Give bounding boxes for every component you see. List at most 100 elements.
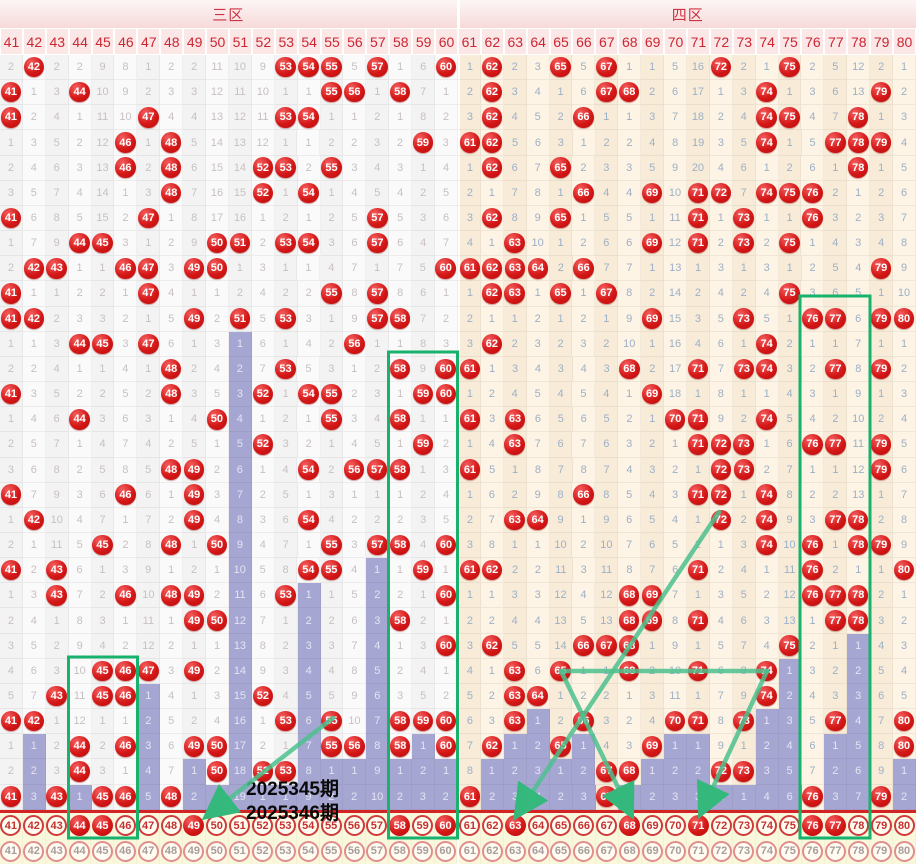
miss-cell: 9 xyxy=(664,155,687,181)
miss-cell: 3 xyxy=(847,231,871,257)
miss-cell: 5 xyxy=(0,683,23,710)
footer-cell: 44 xyxy=(69,813,92,839)
drawn-ball-cell: 41 xyxy=(0,709,23,735)
drawn-ball-cell: 77 xyxy=(824,583,848,609)
drawn-ball: 69 xyxy=(641,182,663,204)
miss-cell: 2 xyxy=(68,457,92,483)
miss-cell: 4 xyxy=(183,407,206,433)
miss-cell: 1 xyxy=(435,281,458,307)
miss-cell: 2 xyxy=(0,256,23,282)
miss-cell: 3 xyxy=(595,155,619,181)
miss-cell: 9 xyxy=(183,231,207,257)
current-streak-cell: 3 xyxy=(22,784,46,810)
miss-cell: 3 xyxy=(503,583,527,609)
drawn-ball: 79 xyxy=(870,434,892,455)
miss-cell: 4 xyxy=(183,105,207,131)
footer-ball: 64 xyxy=(527,815,549,837)
miss-cell: 1 xyxy=(457,281,481,307)
miss-cell: 2 xyxy=(595,331,619,357)
footer-cell: 60 xyxy=(434,813,458,839)
drawn-ball: 61 xyxy=(459,409,481,430)
miss-cell: 7 xyxy=(251,608,275,634)
miss-cell: 7 xyxy=(22,683,46,710)
miss-cell: 12 xyxy=(206,80,229,106)
drawn-ball: 42 xyxy=(23,56,45,78)
miss-cell: 6 xyxy=(251,331,275,357)
drawn-ball: 74 xyxy=(756,333,777,355)
drawn-ball-cell: 61 xyxy=(457,407,482,433)
drawn-ball: 53 xyxy=(275,107,296,128)
footer-ball: 42 xyxy=(23,815,45,837)
current-streak-cell: 1 xyxy=(412,734,436,760)
miss-cell: 1 xyxy=(160,407,184,433)
miss-cell: 10 xyxy=(664,658,687,684)
miss-cell: 2 xyxy=(320,130,344,156)
miss-cell: 2 xyxy=(206,658,229,684)
miss-cell: 5 xyxy=(45,130,69,156)
miss-cell: 2 xyxy=(893,608,916,634)
column-header-72: 72 xyxy=(710,29,732,54)
miss-cell: 1 xyxy=(412,583,436,609)
miss-cell: 6 xyxy=(389,231,413,257)
miss-cell: 2 xyxy=(274,281,298,307)
drawn-ball: 65 xyxy=(550,157,571,178)
miss-cell: 2 xyxy=(160,432,184,458)
miss-cell: 2 xyxy=(435,105,458,131)
miss-cell: 5 xyxy=(801,709,825,735)
drawn-ball: 74 xyxy=(756,685,777,707)
miss-cell: 1 xyxy=(434,558,458,584)
drawn-ball-cell: 71 xyxy=(686,709,710,735)
drawn-ball: 42 xyxy=(23,258,45,279)
miss-cell: 1 xyxy=(320,583,344,609)
drawn-ball-cell: 79 xyxy=(870,306,894,332)
drawn-ball-cell: 64 xyxy=(526,683,550,710)
drawn-ball-cell: 71 xyxy=(686,658,710,684)
drawn-ball-cell: 54 xyxy=(297,558,321,584)
drawn-ball-cell: 59 xyxy=(411,130,435,156)
miss-cell: 6 xyxy=(824,80,848,106)
miss-cell: 1 xyxy=(22,331,46,357)
miss-cell: 6 xyxy=(778,432,802,458)
miss-cell: 4 xyxy=(893,658,916,684)
drawn-ball-cell: 54 xyxy=(297,180,321,206)
trend-row: 1 1 2 44 2 46 3 6 49 50 17 2 1 7 55 56 8 58 1 60 7 62 1 2 65 1 4 3 6… xyxy=(0,734,916,760)
drawn-ball-cell: 74 xyxy=(755,180,779,206)
miss-cell: 3 xyxy=(572,558,596,584)
miss-cell: 1 xyxy=(755,382,779,408)
drawn-ball-cell: 54 xyxy=(297,507,321,533)
drawn-ball: 62 xyxy=(481,107,503,128)
miss-cell: 1 xyxy=(870,331,894,357)
miss-cell: 7 xyxy=(778,457,802,483)
drawn-ball-cell: 62 xyxy=(480,205,504,232)
miss-cell: 1 xyxy=(801,331,825,357)
miss-cell: 18 xyxy=(686,105,710,131)
drawn-ball: 61 xyxy=(459,559,481,581)
miss-cell: 8 xyxy=(412,331,436,357)
drawn-ball: 46 xyxy=(115,258,136,279)
drawn-ball-cell: 72 xyxy=(709,507,733,533)
drawn-ball-cell: 78 xyxy=(847,130,871,156)
miss-cell: 3 xyxy=(755,608,779,634)
miss-cell: 1 xyxy=(893,331,916,357)
drawn-ball: 74 xyxy=(756,107,777,128)
drawn-ball-cell: 45 xyxy=(91,658,115,684)
drawn-ball: 53 xyxy=(275,710,296,732)
miss-cell: 4 xyxy=(480,432,504,458)
miss-cell: 8 xyxy=(45,205,69,232)
miss-cell: 3 xyxy=(801,507,825,533)
drawn-ball: 76 xyxy=(802,559,823,581)
miss-cell: 1 xyxy=(137,231,161,257)
miss-cell: 4 xyxy=(68,180,92,206)
current-streak-cell: 1 xyxy=(710,784,733,810)
miss-cell: 3 xyxy=(206,331,229,357)
miss-cell: 2 xyxy=(0,155,23,181)
miss-cell: 2 xyxy=(549,709,573,735)
miss-cell: 6 xyxy=(893,180,916,206)
miss-cell: 1 xyxy=(389,382,413,408)
drawn-ball: 63 xyxy=(504,685,525,707)
drawn-ball-cell: 41 xyxy=(0,784,23,810)
miss-cell: 1 xyxy=(389,482,413,508)
miss-cell: 1 xyxy=(366,331,390,357)
miss-cell: 1 xyxy=(549,180,573,206)
miss-cell: 3 xyxy=(481,407,505,433)
